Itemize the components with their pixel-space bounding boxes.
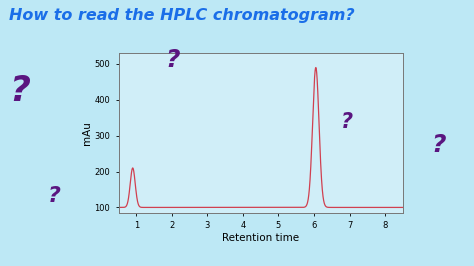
Text: ?: ? <box>341 112 354 132</box>
Text: ?: ? <box>166 48 181 72</box>
Text: ?: ? <box>47 186 60 206</box>
Y-axis label: mAu: mAu <box>82 121 91 145</box>
X-axis label: Retention time: Retention time <box>222 233 299 243</box>
Text: ?: ? <box>9 74 30 109</box>
Text: ?: ? <box>431 133 446 157</box>
Text: How to read the HPLC chromatogram?: How to read the HPLC chromatogram? <box>9 8 355 23</box>
